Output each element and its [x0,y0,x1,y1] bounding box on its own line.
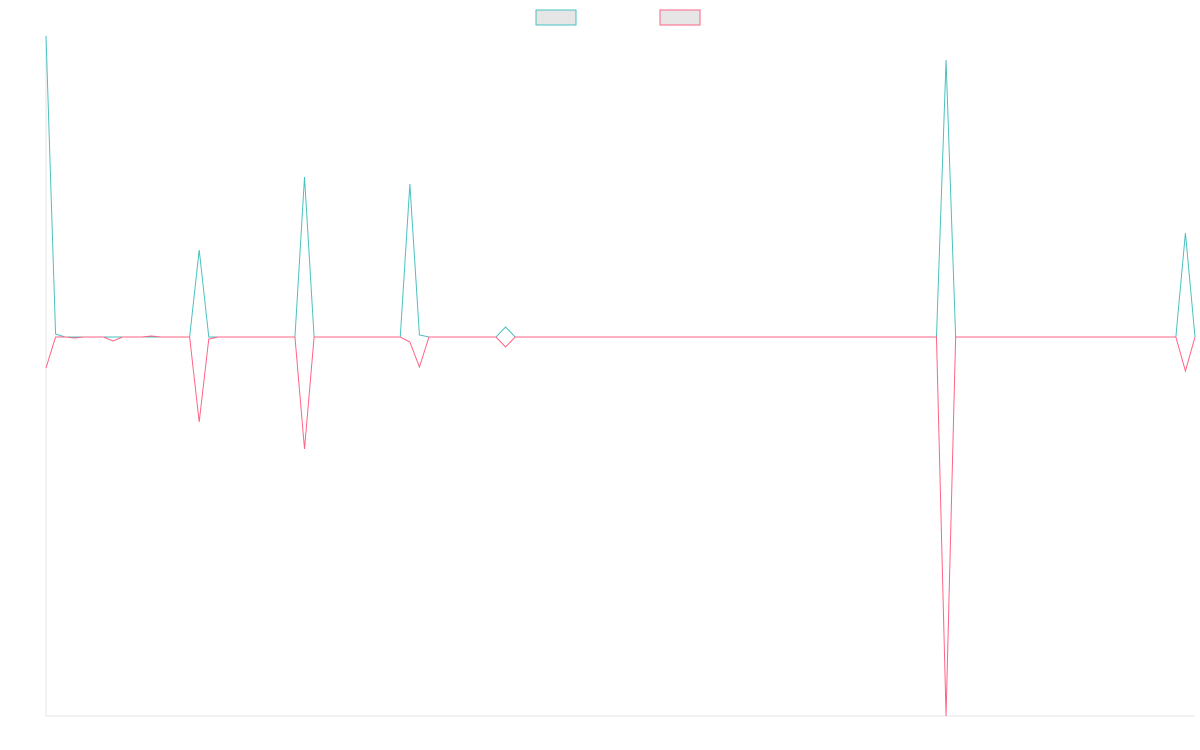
line-series [45,35,1196,338]
line-series [45,335,1196,717]
legend-swatch [659,9,701,26]
legend-swatch [535,9,577,26]
